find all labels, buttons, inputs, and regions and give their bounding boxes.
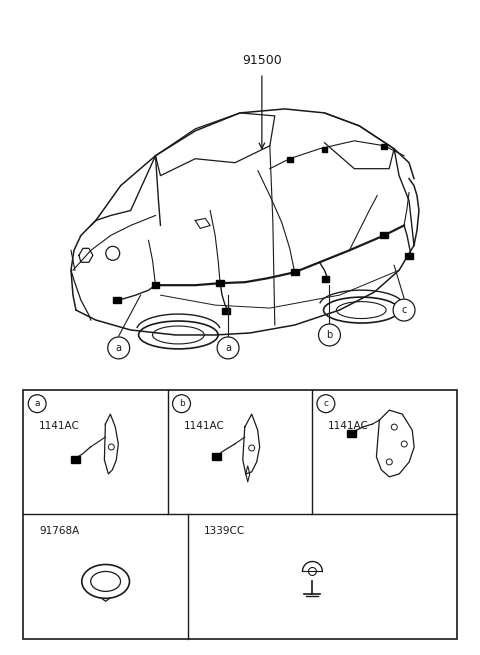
Bar xyxy=(347,430,356,437)
Circle shape xyxy=(319,324,340,346)
Circle shape xyxy=(217,337,239,359)
Text: b: b xyxy=(326,330,333,340)
Bar xyxy=(152,282,159,288)
Text: 91768A: 91768A xyxy=(39,526,79,536)
Bar xyxy=(405,253,413,259)
Bar xyxy=(216,280,224,286)
Bar xyxy=(23,390,457,639)
Circle shape xyxy=(173,395,191,413)
Circle shape xyxy=(393,299,415,321)
Text: 1141AC: 1141AC xyxy=(39,421,80,430)
Bar xyxy=(291,269,299,275)
Text: a: a xyxy=(225,343,231,353)
Bar xyxy=(322,276,329,282)
Text: a: a xyxy=(35,399,40,408)
Bar xyxy=(381,144,387,149)
Circle shape xyxy=(317,395,335,413)
Text: c: c xyxy=(324,399,328,408)
Circle shape xyxy=(28,395,46,413)
Text: 1141AC: 1141AC xyxy=(183,421,224,430)
Circle shape xyxy=(108,337,130,359)
Bar xyxy=(287,157,293,162)
Bar xyxy=(113,297,120,303)
Text: c: c xyxy=(401,305,407,315)
Text: 1141AC: 1141AC xyxy=(328,421,369,430)
Bar xyxy=(380,233,388,238)
Bar xyxy=(322,147,327,152)
Bar xyxy=(71,456,80,463)
Bar xyxy=(222,308,230,314)
Text: a: a xyxy=(116,343,122,353)
Text: b: b xyxy=(179,399,184,408)
Text: 91500: 91500 xyxy=(242,54,282,67)
Bar xyxy=(212,453,221,460)
Text: 1339CC: 1339CC xyxy=(204,526,245,536)
